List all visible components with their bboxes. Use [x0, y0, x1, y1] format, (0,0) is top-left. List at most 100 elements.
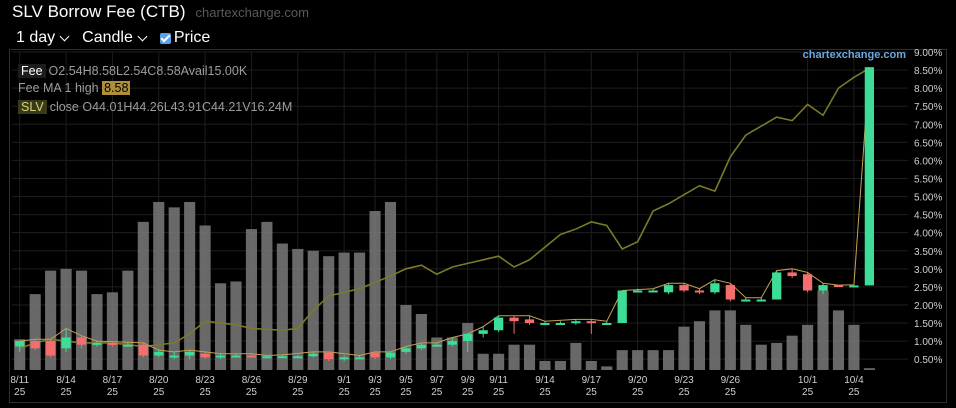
volume-bar	[292, 248, 304, 370]
volume-bar	[338, 252, 350, 370]
volume-bar	[261, 221, 273, 370]
candle-down	[586, 321, 596, 324]
volume-bar	[632, 350, 644, 370]
ma-line	[19, 67, 870, 357]
x-tick-year: 25	[339, 387, 351, 398]
volume-bar	[153, 201, 165, 370]
candle-down	[833, 285, 844, 288]
y-tick-label: 0.50%	[914, 355, 942, 366]
x-tick-label: 8/14	[56, 375, 76, 386]
volume-bar	[384, 201, 397, 370]
volume-bar	[662, 350, 675, 370]
candle-down	[725, 285, 735, 300]
volume-bar	[60, 268, 72, 370]
y-tick-label: 7.50%	[914, 102, 942, 113]
candle-up	[401, 348, 411, 352]
candle-up	[555, 323, 566, 326]
y-tick-label: 9.00%	[914, 48, 942, 59]
candle-down	[524, 319, 535, 324]
volume-bar	[106, 292, 118, 370]
x-tick-year: 25	[848, 387, 860, 398]
fee-ohlc: O2.54H8.58L2.54C8.58Avail15.00K	[49, 64, 248, 78]
candle-up	[215, 355, 226, 358]
y-tick-label: 1.00%	[914, 337, 942, 348]
volume-bar	[678, 326, 690, 370]
x-tick-year: 25	[462, 387, 474, 398]
volume-bar	[802, 324, 814, 370]
x-tick-year: 25	[431, 387, 443, 398]
x-tick-label: 8/17	[103, 375, 123, 386]
volume-bar	[601, 366, 613, 370]
volume-bar	[446, 337, 458, 370]
candle-up	[571, 321, 581, 324]
y-tick-label: 7.00%	[914, 120, 942, 131]
x-tick-label: 9/3	[368, 375, 382, 386]
volume-bar	[508, 344, 520, 370]
volume-bar	[554, 360, 566, 370]
volume-bar	[214, 283, 227, 370]
interval-label: 1 day	[16, 29, 56, 46]
price-checkbox[interactable]: Price	[159, 29, 210, 47]
candle-up	[385, 352, 396, 358]
x-tick-label: 9/23	[674, 375, 694, 386]
x-tick-year: 25	[14, 387, 26, 398]
ma-value: 8.58	[102, 81, 131, 95]
legend-value: 8.58	[91, 64, 116, 78]
candle-up	[648, 290, 658, 293]
x-tick-year: 25	[153, 387, 165, 398]
x-tick-label: 9/20	[628, 375, 648, 386]
y-tick-label: 8.50%	[914, 66, 942, 77]
x-tick-label: 9/26	[721, 375, 741, 386]
volume-bar	[709, 310, 721, 370]
candle-down	[138, 344, 148, 356]
site-name: chartexchange.com	[195, 5, 309, 20]
candle-up	[185, 351, 195, 356]
chart-controls: 1 day Candle Price	[16, 29, 210, 47]
candle-down	[802, 274, 813, 291]
legend-value: 2.54	[58, 64, 83, 78]
watermark: chartexchange.com	[802, 49, 906, 61]
volume-bar	[832, 310, 845, 370]
candle-up	[617, 290, 627, 324]
volume-bar	[168, 207, 180, 370]
y-tick-label: 5.50%	[914, 174, 942, 185]
x-tick-year: 25	[539, 387, 551, 398]
candle-up	[339, 357, 349, 360]
volume-bar	[137, 221, 149, 370]
checkbox-checked-icon	[159, 32, 171, 44]
y-tick-label: 1.50%	[914, 319, 942, 330]
interval-dropdown[interactable]: 1 day	[16, 29, 70, 47]
legend-ma-row: Fee MA 1 high 8.58	[18, 81, 131, 95]
legend-value: 15.00K	[207, 64, 248, 78]
chart-style-dropdown[interactable]: Candle	[82, 29, 148, 47]
x-tick-year: 25	[107, 387, 119, 398]
candle-down	[45, 341, 56, 356]
candle-down	[370, 352, 380, 358]
y-tick-label: 4.00%	[914, 229, 942, 240]
slv-ohlcv: O44.01H44.26L43.91C44.21V16.24M	[82, 100, 292, 114]
legend-fee-row: Fee O2.54H8.58L2.54C8.58Avail15.00K	[18, 64, 247, 78]
x-tick-label: 9/17	[582, 375, 602, 386]
legend-key: O	[82, 100, 93, 114]
price-line	[19, 67, 870, 350]
chart-title: SLV Borrow Fee (CTB)	[12, 2, 186, 21]
candle-up	[772, 272, 782, 300]
x-tick-year: 25	[246, 387, 258, 398]
x-tick-year: 25	[802, 387, 814, 398]
candle-down	[787, 272, 797, 277]
legend-key: Avail	[180, 64, 208, 78]
volume-bar	[354, 252, 366, 370]
slv-tag: SLV	[18, 100, 47, 114]
volume-bar	[45, 270, 57, 370]
x-tick-year: 25	[61, 387, 73, 398]
volume-bar	[415, 313, 427, 370]
candle-down	[679, 285, 689, 291]
y-tick-label: 3.50%	[914, 247, 942, 258]
candle-up	[818, 285, 828, 291]
volume-bar	[786, 335, 798, 370]
volume-bar	[400, 304, 412, 370]
legend-key: H	[123, 100, 133, 114]
candle-up	[293, 356, 303, 359]
volume-bar	[570, 342, 582, 370]
